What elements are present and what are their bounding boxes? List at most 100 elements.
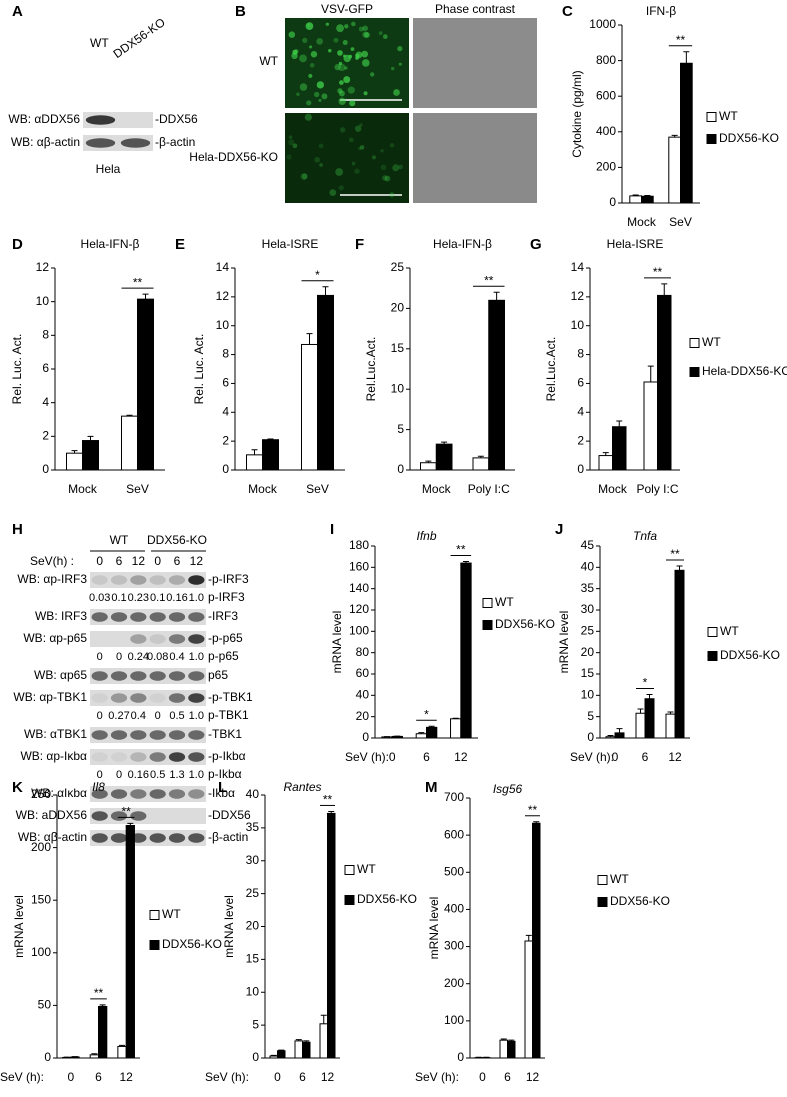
column-label: Phase contrast bbox=[435, 2, 516, 16]
error-bar bbox=[525, 934, 532, 941]
error-bar bbox=[418, 732, 425, 734]
cell bbox=[343, 54, 351, 63]
cell bbox=[314, 156, 321, 163]
cell bbox=[292, 49, 298, 55]
band-label: -DDX56 bbox=[208, 808, 251, 822]
y-tick-label: 20 bbox=[356, 709, 370, 723]
cell bbox=[325, 22, 329, 26]
significance-label: ** bbox=[133, 275, 143, 289]
y-tick-label: 8 bbox=[222, 347, 229, 361]
x-tick-label: 6 bbox=[504, 1070, 511, 1084]
antibody-label: WB: αIκbα bbox=[31, 786, 87, 800]
bar bbox=[98, 1005, 108, 1059]
cell bbox=[362, 59, 370, 67]
error-bar bbox=[441, 441, 448, 445]
antibody-label: WB: αTBK1 bbox=[24, 727, 87, 741]
y-tick-label: 20 bbox=[246, 919, 260, 933]
x-tick-label: Mock bbox=[627, 215, 657, 229]
blot-band bbox=[110, 811, 128, 821]
error-bar bbox=[607, 734, 614, 737]
x-tick-label: Mock bbox=[422, 482, 452, 496]
cell bbox=[299, 83, 308, 91]
bar bbox=[674, 569, 685, 739]
blot-band bbox=[168, 752, 186, 762]
y-tick-label: 0 bbox=[362, 730, 369, 744]
cell bbox=[304, 113, 312, 121]
quant-value: 1.0 bbox=[189, 651, 204, 663]
error-bar bbox=[99, 1004, 106, 1007]
group-label: WT bbox=[110, 533, 129, 547]
blot-band bbox=[149, 833, 166, 843]
time-label: 12 bbox=[190, 554, 204, 568]
phase-image bbox=[413, 18, 537, 108]
bar bbox=[327, 812, 336, 1059]
cell bbox=[299, 54, 307, 63]
bar bbox=[262, 439, 279, 471]
y-axis-label: mRNA level bbox=[12, 895, 26, 958]
quant-value: 0 bbox=[116, 651, 122, 663]
cell bbox=[397, 46, 403, 52]
blot-band bbox=[85, 115, 116, 125]
y-tick-label: 2 bbox=[42, 429, 49, 443]
legend-swatch bbox=[706, 134, 717, 144]
cell bbox=[318, 143, 324, 149]
y-tick-label: 8 bbox=[577, 347, 584, 361]
error-bar bbox=[683, 51, 690, 64]
y-tick-label: 180 bbox=[349, 538, 369, 552]
cell bbox=[318, 98, 322, 102]
y-tick-label: 15 bbox=[246, 952, 260, 966]
chart-title: IFN-β bbox=[646, 4, 676, 18]
chart-title: Ifnb bbox=[416, 529, 436, 543]
panel-letter: E bbox=[175, 236, 185, 253]
error-bar bbox=[462, 560, 469, 564]
antibody-label: WB: αp-Iκbα bbox=[20, 749, 87, 763]
y-tick-label: 0 bbox=[577, 462, 584, 476]
cell bbox=[384, 175, 391, 182]
bar bbox=[426, 726, 438, 739]
bar bbox=[499, 1039, 508, 1059]
y-tick-label: 15 bbox=[391, 341, 405, 355]
cell bbox=[338, 185, 344, 191]
bar bbox=[294, 1040, 303, 1059]
y-axis-label: Rel. Luc. Act. bbox=[10, 334, 24, 405]
blot-strip bbox=[90, 572, 206, 588]
legend-label: DDX56-KO bbox=[495, 617, 555, 631]
antibody-label: WB: αβ-actin bbox=[18, 830, 87, 844]
error-bar bbox=[425, 460, 432, 463]
legend-label: WT bbox=[162, 907, 181, 921]
blot-band bbox=[188, 752, 205, 762]
group-label: DDX56-KO bbox=[147, 533, 207, 547]
blot-band bbox=[110, 730, 128, 740]
bar bbox=[488, 299, 505, 471]
cell bbox=[344, 66, 348, 70]
y-axis-label: mRNA level bbox=[557, 611, 571, 674]
error-bar bbox=[644, 195, 651, 197]
chart-title: Hela-IFN-β bbox=[433, 237, 492, 251]
y-tick-label: 10 bbox=[246, 984, 260, 998]
legend-label: DDX56-KO bbox=[357, 892, 417, 906]
error-bar bbox=[667, 711, 674, 715]
blot-band bbox=[168, 833, 186, 843]
time-label: 0 bbox=[96, 554, 103, 568]
bar bbox=[643, 381, 658, 471]
significance-label: ** bbox=[676, 33, 686, 47]
cell bbox=[398, 164, 403, 170]
cell bbox=[343, 76, 351, 84]
cell bbox=[380, 149, 384, 153]
quant-label: p-p65 bbox=[208, 649, 239, 663]
blot-band bbox=[91, 811, 108, 821]
y-tick-label: 20 bbox=[581, 645, 595, 659]
chart-title: Hela-ISRE bbox=[262, 237, 319, 251]
cell bbox=[354, 168, 360, 174]
error-bar bbox=[126, 414, 133, 417]
y-tick-label: 25 bbox=[581, 624, 595, 638]
y-tick-label: 14 bbox=[216, 260, 230, 274]
quant-value: 0.03 bbox=[89, 592, 110, 604]
panel-letter: J bbox=[555, 521, 563, 538]
significance-label: ** bbox=[484, 273, 494, 287]
cell bbox=[309, 62, 315, 68]
blot-band bbox=[188, 833, 205, 843]
cell bbox=[371, 155, 377, 160]
cell bbox=[339, 80, 344, 85]
bar bbox=[302, 1041, 311, 1059]
